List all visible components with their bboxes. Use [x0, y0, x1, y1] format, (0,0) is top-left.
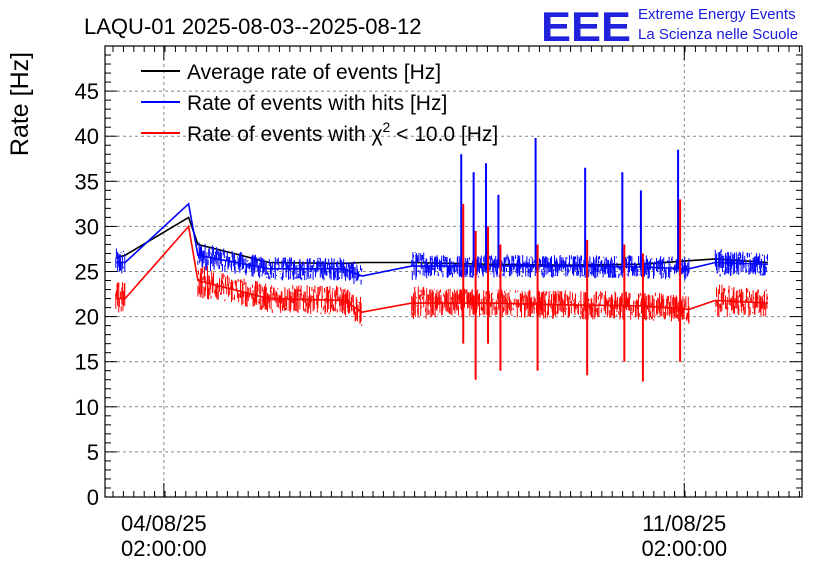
- legend-label-average: Average rate of events [Hz]: [187, 61, 441, 84]
- y-tick-label: 10: [75, 395, 99, 420]
- series-noise-3: [197, 266, 363, 326]
- series-noise-2: [714, 249, 768, 277]
- legend-chi2-symbol: χ: [371, 123, 382, 146]
- chart-title: LAQU-01 2025-08-03--2025-08-12: [84, 14, 422, 39]
- series-noise-3: [411, 286, 690, 324]
- x-tick-label-time: 02:00:00: [121, 536, 207, 561]
- x-tick-label-date: 04/08/25: [121, 511, 207, 536]
- legend-label-chi2: Rate of events with χ2 < 10.0 [Hz]: [187, 119, 498, 146]
- x-tick-label-time: 02:00:00: [641, 536, 727, 561]
- y-tick-label: 5: [87, 440, 99, 465]
- y-tick-labels: 0 5 10 15 20 25 30 35 40 45: [75, 79, 99, 510]
- org-subtitle: La Scienza nelle Scuole: [638, 26, 798, 43]
- axes: [104, 45, 803, 498]
- y-tick-label: 40: [75, 124, 99, 149]
- y-tick-label: 20: [75, 305, 99, 330]
- legend-chi2-suffix: < 10.0 [Hz]: [390, 123, 498, 146]
- y-tick-label: 35: [75, 169, 99, 194]
- y-tick-label: 25: [75, 260, 99, 285]
- legend-chi2-prefix: Rate of events with: [187, 123, 371, 146]
- plot-frame: [104, 45, 803, 498]
- series-noise-2: [115, 248, 126, 274]
- data-series: [115, 138, 768, 382]
- y-axis-label: Rate [Hz]: [6, 52, 34, 156]
- y-tick-label: 45: [75, 79, 99, 104]
- legend-chi2-exponent: 2: [382, 119, 390, 135]
- y-tick-label: 30: [75, 214, 99, 239]
- y-tick-label: 0: [87, 485, 99, 510]
- eee-logo: EEE: [541, 3, 631, 50]
- y-tick-label: 15: [75, 350, 99, 375]
- series-noise-3: [115, 282, 126, 313]
- series-noise-3: [714, 284, 768, 318]
- legend-label-hits: Rate of events with hits [Hz]: [187, 92, 447, 115]
- org-name: Extreme Energy Events: [638, 6, 796, 23]
- eee-logo-text: EEE: [541, 3, 631, 50]
- x-tick-label-date: 11/08/25: [642, 511, 726, 536]
- legend: Average rate of events [Hz] Rate of even…: [141, 61, 498, 146]
